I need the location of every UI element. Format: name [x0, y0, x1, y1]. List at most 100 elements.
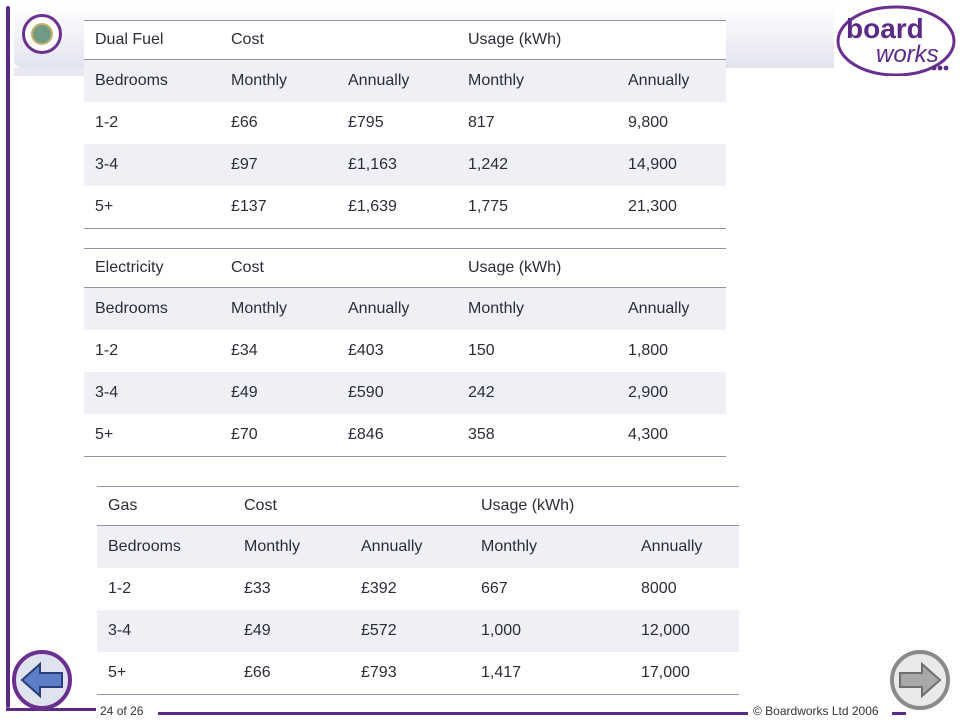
table-title-row: Gas Cost Usage (kWh) — [97, 486, 739, 526]
table-cell: 1-2 — [84, 102, 220, 144]
header-cell: Bedrooms — [84, 59, 220, 102]
table-cell: 8000 — [630, 568, 739, 610]
table-header-row: Bedrooms Monthly Annually Monthly Annual… — [84, 287, 726, 330]
header-band-tail — [14, 68, 84, 76]
table-row: 5+ £66 £793 1,417 17,000 — [97, 652, 739, 695]
table-cell: £1,639 — [337, 186, 457, 229]
school-emblem-icon — [22, 14, 62, 54]
header-cell: Monthly — [233, 525, 350, 568]
table-cell: 3-4 — [84, 144, 220, 186]
header-cell: Annually — [617, 287, 726, 330]
back-button[interactable] — [12, 650, 72, 710]
table-cell: 1,775 — [457, 186, 617, 229]
table-title: Electricity — [84, 248, 220, 288]
table-cell: £590 — [337, 372, 457, 414]
back-arrow-icon — [20, 661, 63, 699]
table-cell: 1,800 — [617, 330, 726, 372]
table-cell: 5+ — [97, 652, 233, 695]
cost-label: Cost — [220, 20, 337, 60]
header-cell: Monthly — [457, 59, 617, 102]
table-cell: 12,000 — [630, 610, 739, 652]
header-cell: Annually — [617, 59, 726, 102]
table-title-row: Electricity Cost Usage (kWh) — [84, 248, 726, 288]
table-row: 1-2 £33 £392 667 8000 — [97, 568, 739, 610]
table-row: 3-4 £49 £590 242 2,900 — [84, 372, 726, 414]
table-header-row: Bedrooms Monthly Annually Monthly Annual… — [84, 59, 726, 102]
table-cell: £846 — [337, 414, 457, 457]
usage-label: Usage (kWh) — [470, 486, 630, 526]
page-number: 24 of 26 — [100, 704, 143, 718]
table-row: 5+ £137 £1,639 1,775 21,300 — [84, 186, 726, 229]
table-cell: £34 — [220, 330, 337, 372]
table-row: 3-4 £49 £572 1,000 12,000 — [97, 610, 739, 652]
table-cell: £70 — [220, 414, 337, 457]
header-cell: Annually — [350, 525, 470, 568]
table-row: 1-2 £66 £795 817 9,800 — [84, 102, 726, 144]
boardworks-logo: board works — [836, 5, 956, 76]
table-cell: 1,242 — [457, 144, 617, 186]
header-cell: Monthly — [470, 525, 630, 568]
cost-label: Cost — [233, 486, 350, 526]
table-title-row: Dual Fuel Cost Usage (kWh) — [84, 20, 726, 60]
table-cell: £795 — [337, 102, 457, 144]
page-total: 26 — [130, 704, 144, 718]
table-cell: 3-4 — [84, 372, 220, 414]
cost-label: Cost — [220, 248, 337, 288]
header-cell: Monthly — [220, 59, 337, 102]
table-cell: 817 — [457, 102, 617, 144]
table-cell: 1,417 — [470, 652, 630, 695]
dual-fuel-table: Dual Fuel Cost Usage (kWh) Bedrooms Mont… — [84, 20, 726, 229]
gas-table: Gas Cost Usage (kWh) Bedrooms Monthly An… — [97, 486, 739, 695]
forward-arrow-icon — [899, 661, 942, 699]
table-cell: £49 — [220, 372, 337, 414]
usage-label: Usage (kWh) — [457, 248, 617, 288]
table-cell: £49 — [233, 610, 350, 652]
table-cell: 2,900 — [617, 372, 726, 414]
header-cell: Bedrooms — [84, 287, 220, 330]
table-cell: £66 — [233, 652, 350, 695]
frame-left-border — [6, 6, 10, 708]
table-cell: 5+ — [84, 186, 220, 229]
table-cell: 9,800 — [617, 102, 726, 144]
table-cell: 21,300 — [617, 186, 726, 229]
table-title: Gas — [97, 486, 233, 526]
page-current: 24 — [100, 704, 114, 718]
table-cell: £33 — [233, 568, 350, 610]
table-cell: 1-2 — [84, 330, 220, 372]
header-cell: Annually — [337, 287, 457, 330]
header-cell: Bedrooms — [97, 525, 233, 568]
header-cell: Annually — [630, 525, 739, 568]
header-cell: Annually — [337, 59, 457, 102]
table-cell: £97 — [220, 144, 337, 186]
table-cell: £1,163 — [337, 144, 457, 186]
table-cell: 5+ — [84, 414, 220, 457]
table-cell: £793 — [350, 652, 470, 695]
table-cell: 242 — [457, 372, 617, 414]
forward-button[interactable] — [890, 650, 950, 710]
table-row: 5+ £70 £846 358 4,300 — [84, 414, 726, 457]
table-cell: £572 — [350, 610, 470, 652]
table-cell: 1-2 — [97, 568, 233, 610]
table-cell: 667 — [470, 568, 630, 610]
table-cell: 4,300 — [617, 414, 726, 457]
table-cell: 3-4 — [97, 610, 233, 652]
table-cell: £403 — [337, 330, 457, 372]
table-title: Dual Fuel — [84, 20, 220, 60]
page-of-label: of — [116, 704, 127, 718]
copyright-notice: © Boardworks Ltd 2006 — [753, 704, 879, 718]
table-cell: £392 — [350, 568, 470, 610]
table-row: 3-4 £97 £1,163 1,242 14,900 — [84, 144, 726, 186]
usage-label: Usage (kWh) — [457, 20, 617, 60]
table-cell: 1,000 — [470, 610, 630, 652]
table-cell: 14,900 — [617, 144, 726, 186]
header-cell: Monthly — [457, 287, 617, 330]
frame-bottom-border — [158, 712, 748, 715]
header-cell: Monthly — [220, 287, 337, 330]
table-cell: £66 — [220, 102, 337, 144]
table-cell: 358 — [457, 414, 617, 457]
logo-text-top: board — [846, 13, 924, 44]
table-row: 1-2 £34 £403 150 1,800 — [84, 330, 726, 372]
electricity-table: Electricity Cost Usage (kWh) Bedrooms Mo… — [84, 248, 726, 457]
frame-bottom-border — [6, 708, 96, 711]
logo-text-bottom: works — [876, 41, 939, 68]
